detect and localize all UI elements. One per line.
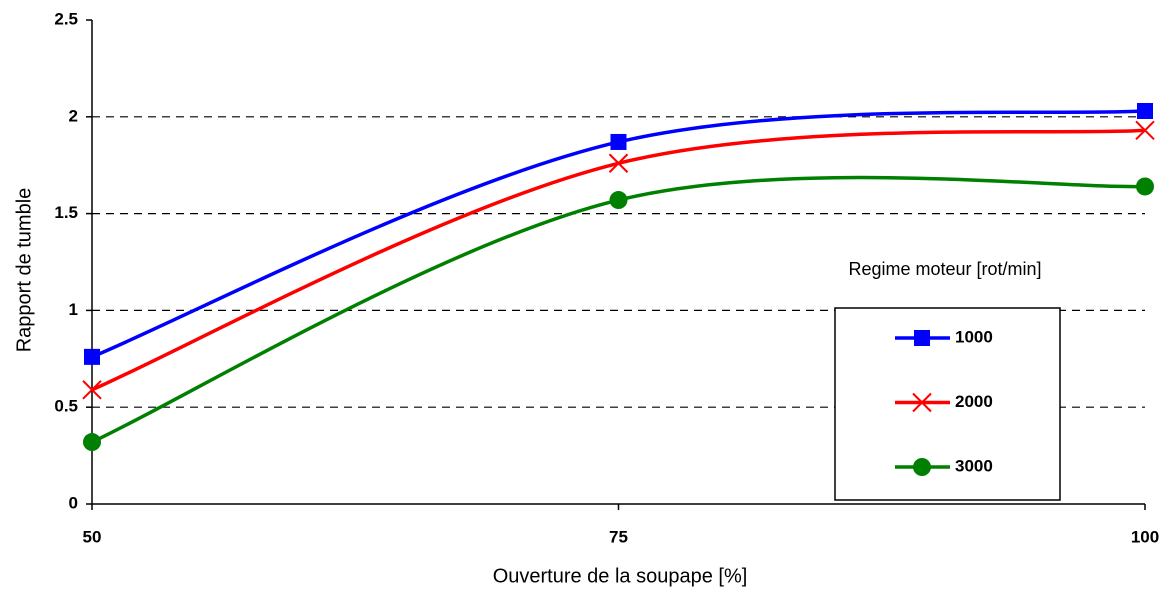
x-tick-label: 75 [609,527,628,546]
y-tick-label: 1 [69,300,78,319]
marker [82,380,102,400]
legend-label: 3000 [955,456,993,475]
legend-label: 2000 [955,392,993,411]
legend-title: Regime moteur [rot/min] [848,259,1041,279]
y-tick-label: 1.5 [54,203,78,222]
marker [1137,102,1153,119]
legend-marker [912,392,932,413]
marker [609,191,628,210]
x-tick-label: 100 [1131,527,1159,546]
y-tick-label: 0 [69,493,78,512]
y-tick-label: 0.5 [54,397,78,416]
legend-marker [913,458,931,476]
legend-label: 1000 [955,327,993,346]
marker [1136,177,1154,196]
marker [84,348,100,365]
y-axis-title: Rapport de tumble [13,188,35,353]
y-tick-label: 2 [69,106,78,125]
y-tick-label: 2.5 [54,9,78,28]
marker [1135,120,1155,141]
marker [83,433,101,452]
marker [610,133,627,150]
x-axis-title: Ouverture de la soupape [%] [493,565,748,587]
marker [608,153,629,173]
x-tick-label: 50 [83,527,102,546]
legend-marker [914,330,930,346]
